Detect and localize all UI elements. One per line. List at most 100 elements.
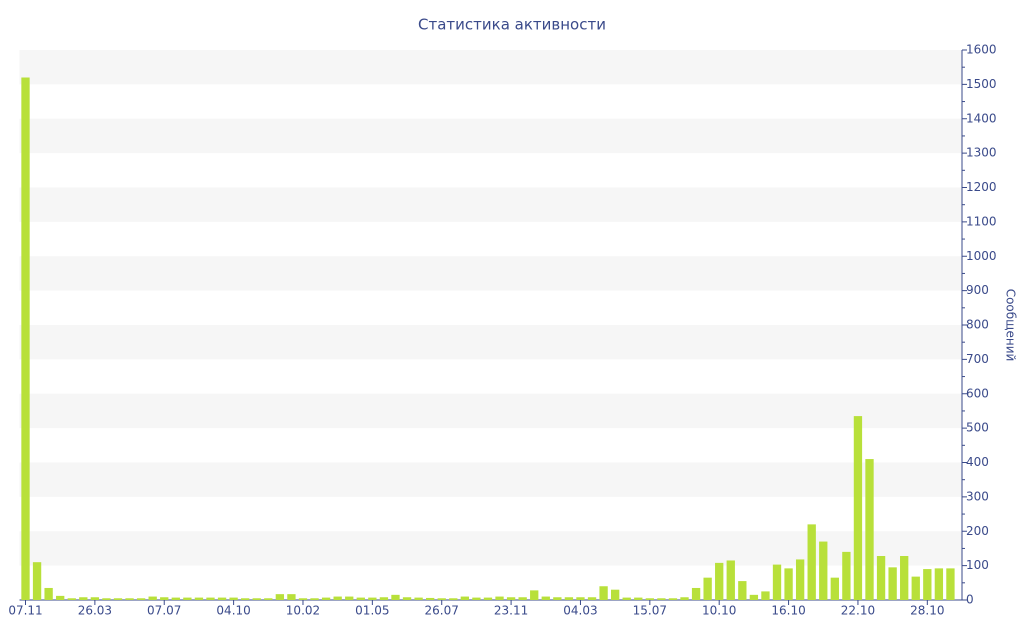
bar	[206, 597, 215, 600]
y-tick-label: 1400	[966, 111, 997, 125]
bar	[287, 594, 296, 600]
bar	[229, 597, 238, 600]
bar	[183, 597, 192, 600]
bar	[483, 597, 493, 600]
bar	[807, 524, 816, 600]
y-tick-label: 1300	[966, 146, 997, 160]
bar	[876, 556, 886, 600]
bar	[160, 597, 169, 600]
bar	[310, 598, 319, 600]
x-tick-label: 16.10	[771, 604, 805, 618]
bar	[506, 597, 516, 600]
bar	[264, 598, 273, 600]
bar	[44, 587, 53, 600]
bar	[356, 597, 365, 600]
grid-band	[19, 256, 962, 291]
bar	[530, 590, 539, 600]
bar	[587, 597, 597, 600]
bar	[113, 598, 123, 600]
bar	[738, 581, 747, 600]
bar	[136, 598, 146, 600]
bar	[321, 597, 331, 600]
bar	[853, 416, 863, 600]
grid-band	[19, 187, 962, 222]
bar	[622, 597, 631, 600]
y-tick-label: 400	[966, 455, 989, 469]
x-tick-label: 15.07	[633, 604, 667, 618]
bar	[298, 598, 308, 600]
bar	[125, 598, 134, 600]
bar	[241, 598, 250, 600]
bar	[634, 597, 643, 600]
bar	[946, 568, 955, 600]
bar	[795, 559, 805, 600]
bar	[680, 597, 689, 600]
grid-band	[19, 325, 962, 360]
grid-band	[19, 531, 962, 566]
y-tick-label: 500	[966, 421, 989, 435]
bar	[449, 598, 458, 600]
y-axis-title: Сообщений	[1004, 289, 1018, 362]
bar	[79, 597, 88, 600]
bar	[102, 598, 111, 600]
bar	[217, 597, 227, 600]
bar	[784, 568, 793, 600]
y-tick-label: 1600	[966, 43, 997, 57]
y-tick-label: 600	[966, 386, 989, 400]
x-tick-label: 22.10	[841, 604, 875, 618]
bar	[541, 596, 550, 600]
bar	[830, 577, 839, 600]
bar	[379, 597, 389, 600]
y-tick-label: 0	[966, 593, 974, 607]
grid-band	[19, 50, 962, 85]
bar	[726, 560, 735, 600]
bar	[345, 596, 354, 600]
x-tick-label: 07.11	[8, 604, 42, 618]
x-tick-label: 04.03	[563, 604, 597, 618]
x-tick-label: 26.03	[78, 604, 112, 618]
bar	[703, 577, 712, 600]
bar	[67, 598, 76, 600]
y-tick-label: 100	[966, 558, 989, 572]
grid-band	[19, 118, 962, 154]
bar	[819, 541, 828, 600]
bar	[171, 597, 180, 600]
bar	[761, 591, 770, 600]
bar	[657, 598, 666, 600]
bar	[934, 568, 944, 600]
x-tick-label: 26.07	[425, 604, 459, 618]
x-tick-label: 01.05	[355, 604, 389, 618]
bar	[610, 589, 620, 600]
bar	[32, 562, 42, 600]
bar	[691, 587, 701, 600]
grid-band	[19, 462, 962, 497]
y-tick-label: 800	[966, 318, 989, 332]
y-tick-label: 1100	[966, 214, 997, 228]
x-tick-label: 07.07	[147, 604, 181, 618]
bar	[715, 562, 724, 600]
bar	[472, 597, 481, 600]
bar	[576, 597, 585, 600]
y-tick-label: 700	[966, 352, 989, 366]
x-tick-label: 10.10	[702, 604, 736, 618]
bar	[402, 597, 412, 600]
y-tick-label: 300	[966, 489, 989, 503]
x-tick-label: 10.02	[286, 604, 320, 618]
grid-band	[19, 393, 962, 429]
y-tick-label: 1000	[966, 249, 997, 263]
bar	[645, 598, 654, 600]
bar	[437, 598, 446, 600]
bar	[772, 564, 782, 600]
bar	[911, 576, 920, 600]
bar	[425, 597, 435, 600]
bar	[56, 595, 65, 600]
y-tick-label: 1500	[966, 77, 997, 91]
chart-title: Статистика активности	[418, 16, 606, 34]
x-tick-label: 23.11	[494, 604, 528, 618]
bar	[252, 598, 261, 600]
bar	[749, 594, 759, 600]
bar	[865, 459, 874, 600]
x-tick-label: 28.10	[910, 604, 944, 618]
bar	[518, 597, 527, 600]
bar	[599, 586, 608, 600]
